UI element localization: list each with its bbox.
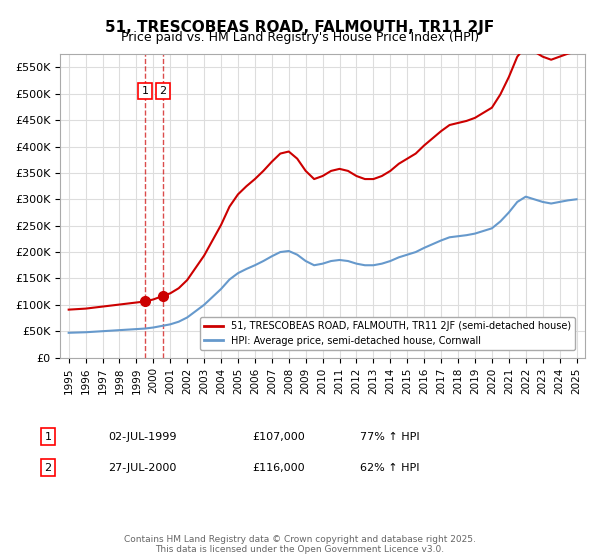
Legend: 51, TRESCOBEAS ROAD, FALMOUTH, TR11 2JF (semi-detached house), HPI: Average pric: 51, TRESCOBEAS ROAD, FALMOUTH, TR11 2JF … [200, 317, 575, 349]
Text: 77% ↑ HPI: 77% ↑ HPI [360, 432, 419, 442]
Text: 1: 1 [142, 86, 148, 96]
Text: Contains HM Land Registry data © Crown copyright and database right 2025.
This d: Contains HM Land Registry data © Crown c… [124, 535, 476, 554]
Text: £116,000: £116,000 [252, 463, 305, 473]
Text: 62% ↑ HPI: 62% ↑ HPI [360, 463, 419, 473]
Text: Price paid vs. HM Land Registry's House Price Index (HPI): Price paid vs. HM Land Registry's House … [121, 31, 479, 44]
Text: 27-JUL-2000: 27-JUL-2000 [108, 463, 176, 473]
Text: 2: 2 [160, 86, 167, 96]
Text: 02-JUL-1999: 02-JUL-1999 [108, 432, 176, 442]
Text: 1: 1 [44, 432, 52, 442]
Text: 51, TRESCOBEAS ROAD, FALMOUTH, TR11 2JF: 51, TRESCOBEAS ROAD, FALMOUTH, TR11 2JF [106, 20, 494, 35]
Text: £107,000: £107,000 [252, 432, 305, 442]
Text: 2: 2 [44, 463, 52, 473]
